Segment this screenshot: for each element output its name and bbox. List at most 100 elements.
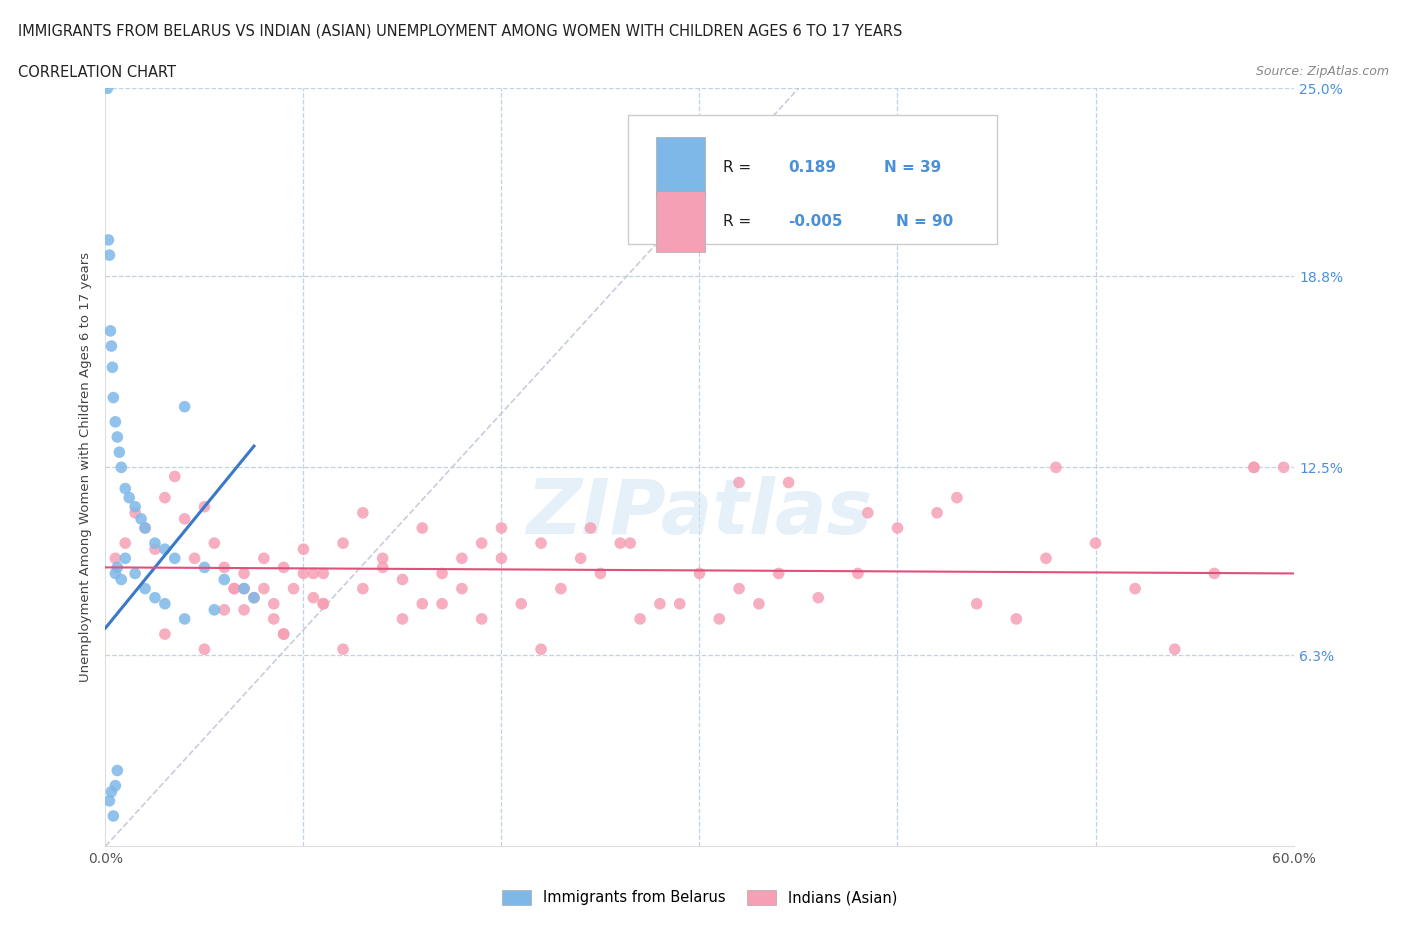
Point	[1272, 460, 1295, 475]
Point	[143, 591, 166, 605]
Point	[134, 521, 156, 536]
Text: 0.189: 0.189	[789, 160, 837, 175]
Point	[104, 551, 127, 565]
Point	[143, 542, 166, 557]
Point	[114, 481, 136, 496]
Point	[609, 536, 631, 551]
Point	[153, 596, 176, 611]
Text: R =: R =	[723, 214, 756, 230]
Bar	[655, 192, 706, 252]
Point	[1164, 642, 1187, 657]
Point	[391, 612, 413, 627]
Point	[110, 572, 132, 587]
Point	[98, 247, 121, 262]
Point	[214, 560, 236, 575]
Point	[105, 763, 128, 777]
Text: N = 90: N = 90	[896, 214, 953, 230]
Point	[124, 566, 146, 581]
Point	[491, 521, 513, 536]
Point	[619, 536, 641, 551]
Point	[100, 784, 122, 799]
Point	[450, 551, 472, 565]
Legend: Immigrants from Belarus, Indians (Asian): Immigrants from Belarus, Indians (Asian)	[496, 884, 903, 911]
Point	[430, 596, 453, 611]
Point	[312, 596, 335, 611]
Point	[689, 566, 711, 581]
Point	[143, 536, 166, 551]
Point	[104, 415, 127, 430]
Point	[430, 566, 453, 581]
Point	[129, 512, 152, 526]
Point	[352, 505, 374, 520]
Point	[183, 551, 205, 565]
Point	[352, 581, 374, 596]
Point	[1243, 460, 1265, 475]
Point	[263, 612, 285, 627]
Point	[450, 581, 472, 596]
Point	[332, 536, 354, 551]
Point	[1123, 581, 1146, 596]
Point	[124, 505, 146, 520]
Point	[97, 232, 120, 247]
Point	[411, 521, 433, 536]
Point	[332, 642, 354, 657]
Point	[214, 603, 236, 618]
Point	[253, 581, 276, 596]
Point	[273, 627, 295, 642]
Point	[134, 521, 156, 536]
Point	[173, 612, 195, 627]
Point	[292, 566, 315, 581]
Point	[153, 542, 176, 557]
Point	[966, 596, 988, 611]
Point	[114, 551, 136, 565]
Point	[748, 596, 770, 611]
Point	[243, 591, 266, 605]
Point	[471, 536, 494, 551]
Point	[193, 642, 215, 657]
Point	[668, 596, 690, 611]
Point	[233, 581, 256, 596]
Point	[104, 566, 127, 581]
Point	[103, 808, 125, 823]
Point	[153, 490, 176, 505]
Point	[302, 566, 325, 581]
Point	[233, 581, 256, 596]
Point	[134, 581, 156, 596]
Point	[273, 560, 295, 575]
Point	[118, 490, 141, 505]
Text: -0.005: -0.005	[789, 214, 844, 230]
Point	[1204, 566, 1226, 581]
Point	[1243, 460, 1265, 475]
Point	[886, 521, 908, 536]
Point	[224, 581, 246, 596]
Point	[104, 778, 127, 793]
Point	[728, 581, 751, 596]
Point	[778, 475, 800, 490]
Y-axis label: Unemployment Among Women with Children Ages 6 to 17 years: Unemployment Among Women with Children A…	[79, 252, 93, 683]
Point	[709, 612, 731, 627]
Point	[214, 572, 236, 587]
Point	[193, 560, 215, 575]
Point	[98, 793, 121, 808]
Point	[471, 612, 494, 627]
Point	[371, 560, 394, 575]
Point	[491, 551, 513, 565]
Point	[927, 505, 949, 520]
Point	[530, 536, 553, 551]
Point	[153, 627, 176, 642]
Point	[163, 551, 186, 565]
Point	[124, 499, 146, 514]
Bar	[655, 137, 706, 197]
Point	[202, 603, 225, 618]
Point	[1005, 612, 1028, 627]
Point	[100, 324, 122, 339]
Point	[411, 596, 433, 611]
Point	[105, 430, 128, 445]
Point	[312, 566, 335, 581]
Point	[856, 505, 879, 520]
Point	[510, 596, 533, 611]
Text: CORRELATION CHART: CORRELATION CHART	[18, 65, 176, 80]
Point	[292, 542, 315, 557]
Point	[100, 339, 122, 353]
Point	[101, 360, 124, 375]
